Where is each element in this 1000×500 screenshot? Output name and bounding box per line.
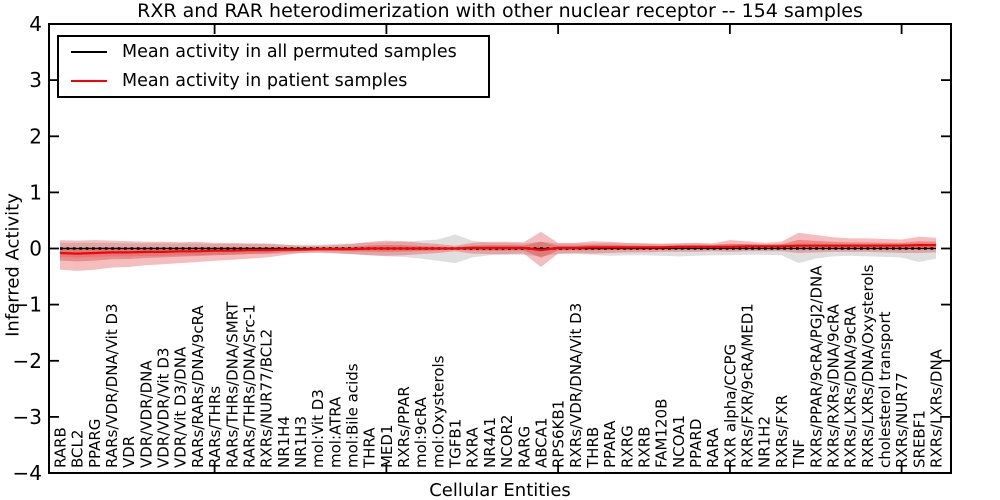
plot-frame [48, 23, 952, 474]
x-category-label: mol:ATRA [326, 396, 344, 468]
legend: Mean activity in all permuted samples Me… [57, 35, 490, 98]
x-category-label: RXRs/NUR77 [893, 372, 911, 468]
y-tick-labels: −4 −3 −2 −1 0 1 2 3 4 [13, 12, 42, 485]
x-category-label: NR1H2 [756, 416, 774, 468]
y-tick-label: −1 [13, 293, 42, 317]
legend-row: Mean activity in all permuted samples [59, 37, 488, 67]
y-tick-label: 0 [29, 237, 42, 261]
patient-mean-line [59, 244, 936, 255]
x-category-label: cholesterol transport [876, 311, 894, 468]
x-category-label: RXRs/PPAR/9cRA/PGJ2/DNA [807, 265, 825, 468]
x-category-label: RARs/THRs [206, 386, 224, 468]
patient-samples-range-inner-band [60, 239, 936, 262]
x-category-label: RARG [515, 426, 533, 468]
x-category-label: VDR/Vit D3/DNA [172, 346, 190, 468]
y-tick-label: 2 [29, 124, 42, 148]
x-category-label: TGFB1 [447, 419, 465, 469]
x-category-label: NR1H3 [292, 416, 310, 468]
y-tick-label: 4 [29, 12, 42, 36]
x-category-label: RXR alpha/CCPG [721, 344, 739, 468]
x-category-label: ABCA1 [532, 417, 550, 468]
y-tick-label: 3 [29, 68, 42, 92]
x-category-label: RXRs/VDR/DNA/Vit D3 [567, 303, 585, 468]
x-category-label: RXRs/FXR/9cRA/MED1 [739, 303, 757, 468]
x-category-label: RARs/THRs/DNA/SMRT [223, 301, 241, 468]
x-category-label: SREBF1 [910, 410, 928, 468]
y-tick-label: −2 [13, 349, 42, 373]
x-category-label: THRA [361, 427, 379, 469]
x-category-label: VDR/VDR/Vit D3 [155, 348, 173, 468]
x-category-label: RPS6KB1 [550, 400, 568, 468]
x-category-label: MED1 [378, 424, 396, 468]
x-ticks [213, 25, 903, 472]
x-axis-label: Cellular Entities [429, 480, 571, 500]
x-category-label: mol:Bile acids [344, 363, 362, 468]
x-category-label: mol:Vit D3 [309, 389, 327, 468]
x-category-label: RARA [704, 427, 722, 468]
x-category-label: mol:9cRA [412, 396, 430, 468]
x-category-label: RARs/VDR/DNA/Vit D3 [103, 303, 121, 468]
x-category-label: mol:Oxysterols [429, 355, 447, 468]
x-category-label: VDR [120, 436, 138, 468]
y-tick-label: 1 [29, 180, 42, 204]
legend-row: Mean activity in patient samples [59, 67, 488, 97]
x-category-label: RXRs/NUR77/BCL2 [258, 329, 276, 468]
legend-sample-1 [71, 80, 107, 83]
x-category-label: RXRs/PPAR [395, 386, 413, 468]
x-category-label: RARB [52, 427, 70, 468]
x-category-label: RARs/THRs/DNA/Src-1 [240, 304, 258, 468]
y-axis-label: Inferred Activity [2, 193, 24, 337]
x-category-label: PPARA [601, 420, 619, 468]
y-tick-label: −4 [13, 461, 42, 485]
patient-samples-range-outer-band [60, 231, 936, 271]
legend-label: Mean activity in all permuted samples [122, 41, 457, 62]
legend-sample-0 [71, 50, 107, 53]
x-category-label: PPARD [687, 419, 705, 468]
x-category-label: RARs/RARs/DNA/9cRA [189, 305, 207, 468]
x-category-label: VDR/VDR/DNA [137, 360, 155, 468]
x-category-label: RXRG [618, 425, 636, 468]
x-category-label: TNF [790, 439, 808, 469]
y-tick-label: −3 [13, 405, 42, 429]
x-category-label: FAM120B [653, 399, 671, 468]
x-category-label: RXRs/LXRs/DNA [928, 348, 946, 468]
x-category-label: NCOR2 [498, 415, 516, 468]
x-category-label: NCOA1 [670, 415, 688, 468]
x-category-label: NR4A1 [481, 417, 499, 468]
x-category-label: RXRs/FXR [773, 395, 791, 468]
legend-label: Mean activity in patient samples [122, 71, 408, 92]
x-category-label: PPARG [86, 419, 104, 468]
chart-title: RXR and RAR heterodimerization with othe… [137, 0, 863, 22]
x-category-label: RXRs/LXRs/DNA/Oxysterols [859, 264, 877, 468]
x-category-label: BCL2 [69, 430, 87, 468]
x-category-label: NR1H4 [275, 416, 293, 468]
x-category-label: RXRA [464, 426, 482, 468]
x-category-label: RXRs/LXRs/DNA/9cRA [842, 305, 860, 468]
x-category-label: THRB [584, 427, 602, 469]
x-category-labels: RARB BCL2 PPARG RARs/VDR/DNA/Vit D3 VDR VDR/V… [52, 264, 946, 469]
x-category-label: RXRs/RXRs/DNA/9cRA [824, 303, 842, 468]
x-category-label: RXRB [636, 427, 654, 468]
